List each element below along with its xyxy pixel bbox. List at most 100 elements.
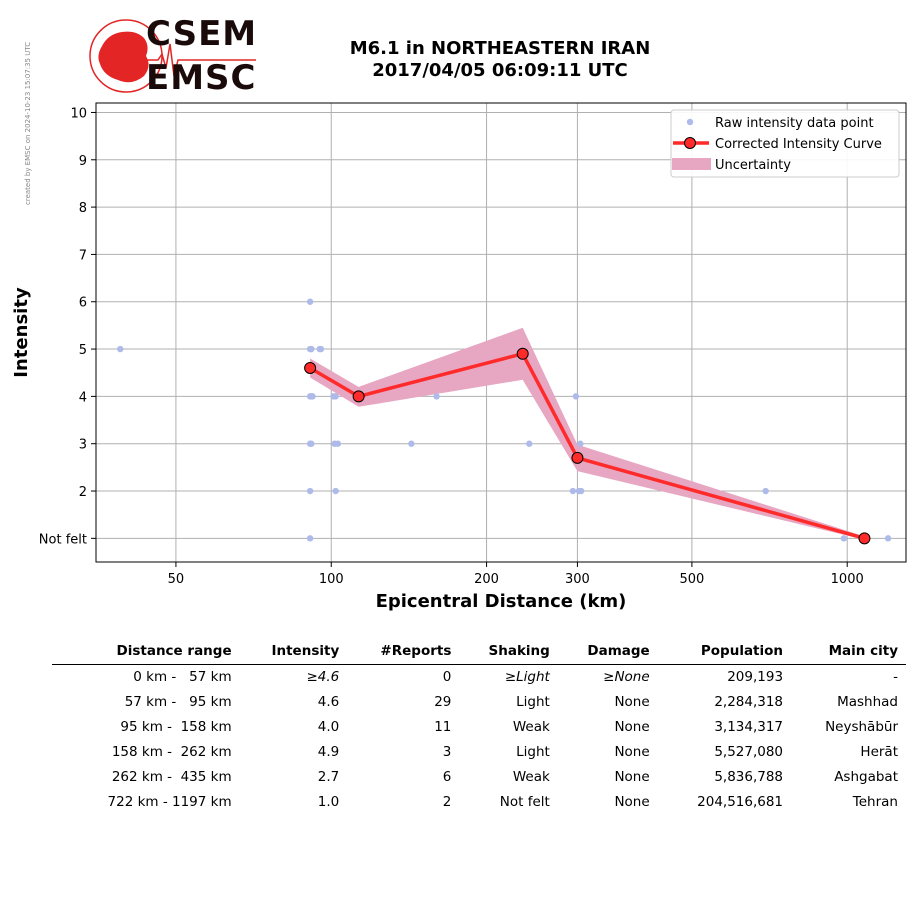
legend-label: Raw intensity data point <box>715 116 874 131</box>
table-cell: 204,516,681 <box>697 793 784 810</box>
uncertainty-area <box>310 327 865 540</box>
table-cell: Weak <box>512 768 550 785</box>
table-cell: 11 <box>434 718 452 735</box>
table-cell: 4.6 <box>317 693 340 710</box>
logo-text-emsc: EMSC <box>146 58 257 98</box>
table-cell: 6 <box>442 768 452 785</box>
table-row: 0 km - 57 km ≥4.6 0 ≥Light ≥None 209,193… <box>52 665 906 691</box>
legend-raw-marker <box>686 118 694 126</box>
table-row: 722 km - 1197 km 1.0 2 Not felt None 204… <box>52 790 906 815</box>
raw-data-point <box>334 440 342 447</box>
intensity-curve <box>304 347 871 545</box>
legend-band-swatch <box>672 158 711 170</box>
logo-emblem <box>89 19 256 93</box>
raw-data-point <box>306 487 314 495</box>
table-row: 95 km - 158 km 4.0 11 Weak None 3,134,31… <box>52 715 906 740</box>
table-cell: ≥None <box>603 668 650 685</box>
table-cell: 4.9 <box>317 743 340 760</box>
table-row: 158 km - 262 km 4.9 3 Light None 5,527,0… <box>52 740 906 765</box>
table-cell: 57 km - 95 km <box>124 693 232 710</box>
y-tick-label: 10 <box>70 106 87 121</box>
raw-data-point <box>117 345 124 353</box>
intensity-chart: 50 100 200 300 500 1000 Not felt 2 3 4 5 6 7 8 9 10 Epic… <box>11 102 907 612</box>
raw-data-point <box>577 487 585 495</box>
x-tick-label: 200 <box>474 572 499 587</box>
table-row: 57 km - 95 km 4.6 29 Light None 2,284,31… <box>52 690 906 715</box>
x-tick-label: 1000 <box>831 572 864 587</box>
table-cell: 29 <box>434 693 452 710</box>
table-cell: None <box>614 793 650 810</box>
col-header: Distance range <box>52 640 240 665</box>
raw-data-point <box>408 440 415 447</box>
legend-curve-marker <box>684 137 696 149</box>
curve-marker <box>352 390 365 403</box>
raw-data-point <box>569 487 577 495</box>
table-cell: Weak <box>512 718 550 735</box>
table-cell: 5,527,080 <box>714 743 784 760</box>
table-header-row: Distance range Intensity #Reports Shakin… <box>52 640 906 665</box>
y-tick-label: 6 <box>79 296 87 311</box>
raw-data-point <box>762 487 769 495</box>
curve-marker <box>516 347 529 360</box>
raw-data-point <box>884 535 892 542</box>
y-tick-label: 5 <box>79 343 87 358</box>
table-cell: 4.0 <box>317 718 340 735</box>
table-cell: Mashhad <box>837 693 898 710</box>
emsc-logo <box>88 16 258 100</box>
table-cell: Light <box>516 693 550 710</box>
table-cell: Ashgabat <box>834 768 898 785</box>
table-cell: ≥Light <box>504 668 550 685</box>
axes: 50 100 200 300 500 1000 Not felt 2 3 4 5 6 7 8 9 10 Epic… <box>11 102 907 612</box>
table-cell: 262 km - 435 km <box>111 768 232 785</box>
table-cell: 209,193 <box>727 668 784 685</box>
legend-label: Uncertainty <box>715 158 791 173</box>
table-cell: None <box>614 768 650 785</box>
raw-data-point <box>572 393 580 400</box>
curve-marker <box>571 451 584 464</box>
table-cell: Not felt <box>499 793 550 810</box>
y-tick-label: 3 <box>79 438 87 453</box>
chart-title: M6.1 in NORTHEASTERN IRAN <box>349 38 651 59</box>
raw-points <box>117 298 892 542</box>
plot-frame <box>95 102 907 563</box>
intensity-table: Distance range Intensity #Reports Shakin… <box>52 640 906 815</box>
legend: Raw intensity data point Corrected Intens… <box>670 109 900 178</box>
raw-data-point <box>308 440 315 447</box>
table-cell: 0 <box>442 668 452 685</box>
uncertainty-band <box>310 327 865 540</box>
raw-data-point <box>526 440 533 447</box>
x-tick-label: 300 <box>565 572 590 587</box>
table-cell: 3,134,317 <box>714 718 784 735</box>
logo-text-csem: CSEM <box>146 14 258 54</box>
table-cell: 3 <box>442 743 452 760</box>
curve-marker <box>304 361 317 374</box>
y-axis-label: Intensity <box>11 287 32 378</box>
x-axis-label: Epicentral Distance (km) <box>376 591 627 612</box>
table-cell: ≥4.6 <box>306 668 340 685</box>
table-cell: 5,836,788 <box>714 768 784 785</box>
table-cell: 158 km - 262 km <box>111 743 232 760</box>
curve-marker <box>858 532 871 545</box>
table-cell: - <box>893 668 898 685</box>
table-cell: None <box>614 693 650 710</box>
raw-data-point <box>332 487 339 495</box>
raw-data-point <box>433 393 440 400</box>
legend-box <box>670 109 900 178</box>
x-tick-label: 100 <box>319 572 344 587</box>
col-header: Intensity <box>239 640 348 665</box>
raw-data-point <box>332 393 339 400</box>
table-cell: None <box>614 743 650 760</box>
y-tick-label: 8 <box>79 201 87 216</box>
table-cell: 2.7 <box>317 768 340 785</box>
raw-data-point <box>306 535 314 542</box>
table-cell: 0 km - 57 km <box>133 668 232 685</box>
table-cell: 722 km - 1197 km <box>107 793 232 810</box>
y-tick-label: 2 <box>79 485 87 500</box>
grid <box>96 103 906 562</box>
table-cell: Herāt <box>860 743 898 760</box>
table-cell: Neyshābūr <box>825 718 898 735</box>
legend-label: Corrected Intensity Curve <box>715 137 882 152</box>
y-tick-label: Not felt <box>39 532 87 547</box>
x-tick-label: 50 <box>168 572 185 587</box>
col-header: Main city <box>791 640 906 665</box>
